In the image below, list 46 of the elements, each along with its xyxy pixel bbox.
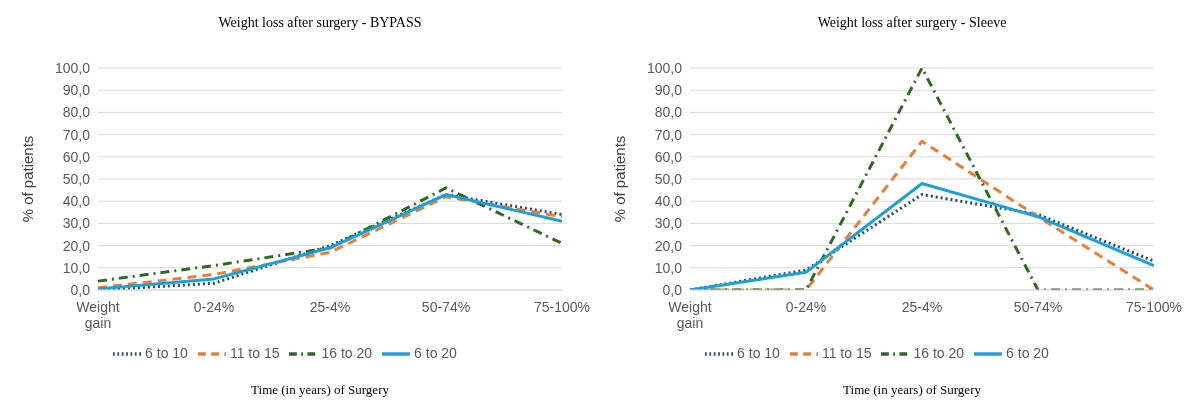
- y-tick-label: 90,0: [654, 82, 683, 99]
- y-tick-label: 10,0: [62, 259, 91, 276]
- legend-label: 6 to 20: [1006, 344, 1049, 361]
- y-tick-label: 70,0: [62, 126, 91, 143]
- y-tick-label: 60,0: [654, 148, 683, 165]
- y-tick-label: 100,0: [646, 59, 683, 76]
- x-tick-label: 0-24%: [785, 299, 827, 315]
- y-tick-label: 50,0: [62, 170, 91, 187]
- y-tick-label: 30,0: [654, 215, 683, 232]
- y-tick-label: 50,0: [654, 170, 683, 187]
- legend-label: 11 to 15: [821, 344, 872, 361]
- y-axis-title: % of patients: [611, 135, 629, 223]
- x-tick-label: 25-4%: [309, 299, 351, 315]
- legend-label: 6 to 10: [737, 344, 780, 361]
- legend-label: 6 to 20: [414, 344, 457, 361]
- x-tick-label: 75-100%: [533, 299, 591, 315]
- y-tick-label: 0,0: [662, 281, 683, 298]
- y-tick-label: 80,0: [62, 104, 91, 121]
- legend-label: 16 to 20: [913, 344, 965, 361]
- x-tick-label: 25-4%: [901, 299, 943, 315]
- x-axis-title: Time (in years) of Surgery: [250, 382, 390, 398]
- y-tick-label: 60,0: [62, 148, 91, 165]
- x-tick-label: 0-24%: [193, 299, 235, 315]
- chart-title: Weight loss after surgery - BYPASS: [217, 14, 423, 32]
- legend-label: 16 to 20: [321, 344, 373, 361]
- legend-label: 6 to 10: [145, 344, 188, 361]
- y-tick-label: 40,0: [654, 193, 683, 210]
- x-tick-label: 50-74%: [421, 299, 471, 315]
- legend-label: 11 to 15: [229, 344, 280, 361]
- y-tick-label: 10,0: [654, 259, 683, 276]
- x-tick-label: 50-74%: [1013, 299, 1063, 315]
- y-tick-label: 40,0: [62, 193, 91, 210]
- y-tick-label: 100,0: [54, 59, 91, 76]
- y-tick-label: 0,0: [70, 281, 91, 298]
- y-tick-label: 90,0: [62, 82, 91, 99]
- x-tick-label: 75-100%: [1125, 299, 1183, 315]
- y-axis-title: % of patients: [19, 135, 37, 223]
- chart-title: Weight loss after surgery - Sleeve: [816, 14, 1008, 32]
- x-tick-label: Weight gain: [76, 299, 120, 331]
- y-tick-label: 80,0: [654, 104, 683, 121]
- y-tick-label: 70,0: [654, 126, 683, 143]
- y-tick-label: 20,0: [654, 237, 683, 254]
- y-tick-label: 30,0: [62, 215, 91, 232]
- x-axis-title: Time (in years) of Surgery: [842, 382, 982, 398]
- x-tick-label: Weight gain: [668, 299, 712, 331]
- y-tick-label: 20,0: [62, 237, 91, 254]
